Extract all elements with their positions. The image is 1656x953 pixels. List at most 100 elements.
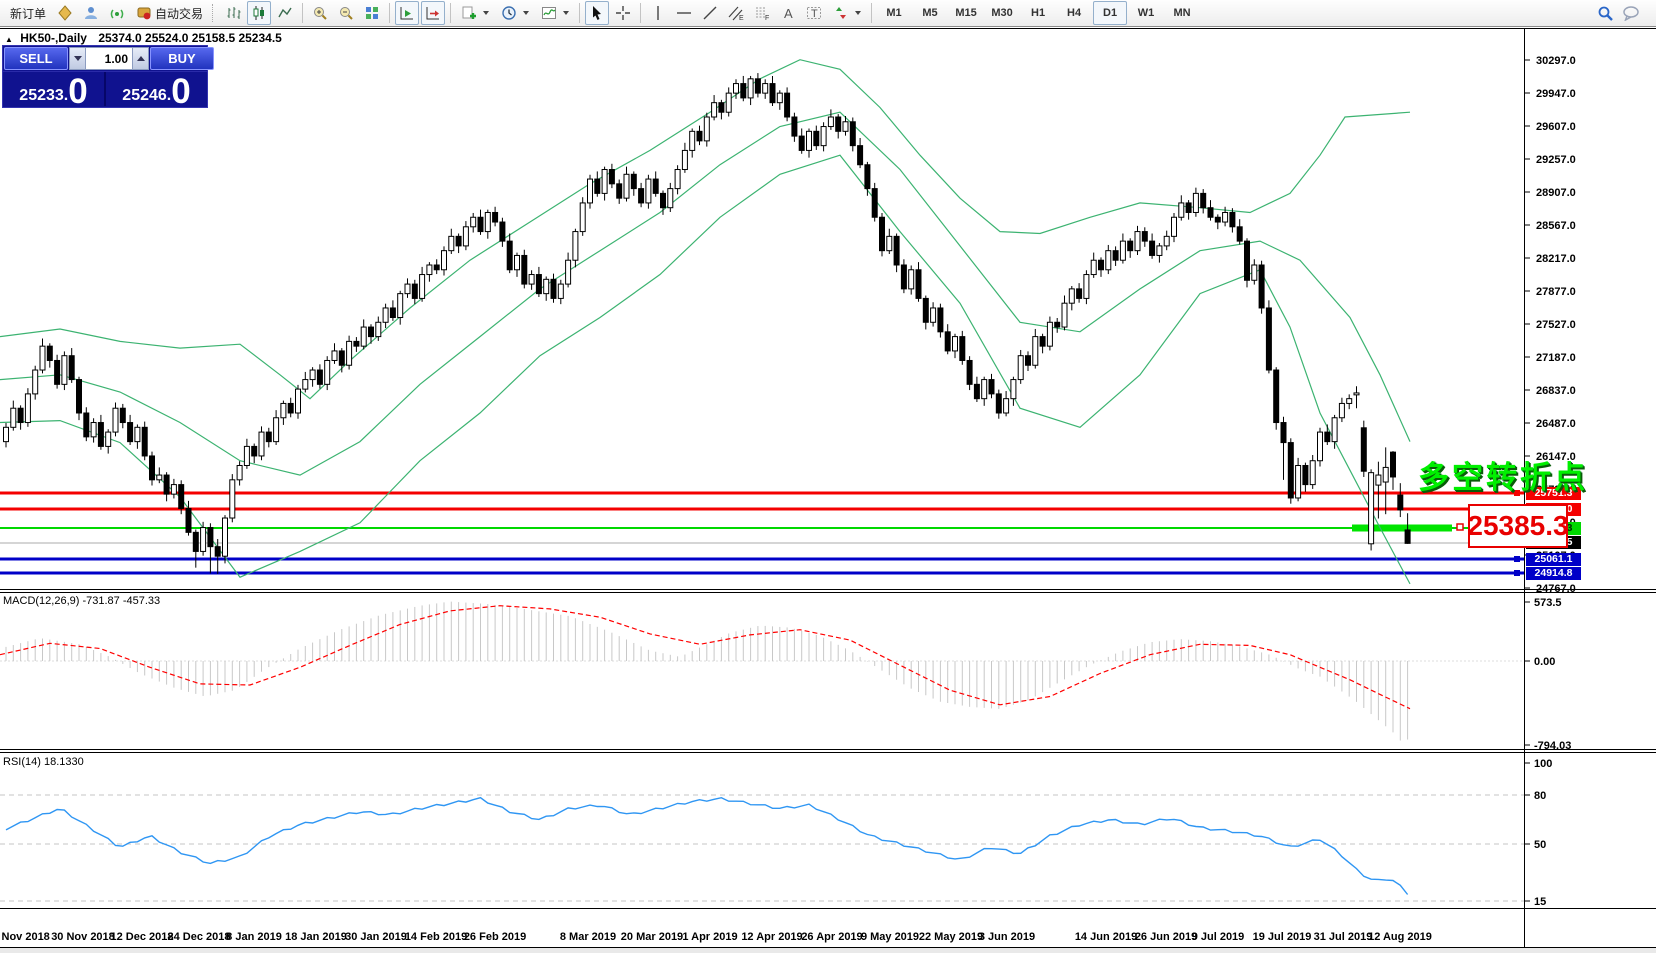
svg-text:30297.0: 30297.0 <box>1536 55 1576 67</box>
svg-text:26487.0: 26487.0 <box>1536 418 1576 430</box>
auto-scroll-button[interactable] <box>395 1 420 25</box>
svg-text:27187.0: 27187.0 <box>1536 352 1576 364</box>
toolbar-separator <box>579 3 581 23</box>
timeframe-h1-button[interactable]: H1 <box>1031 7 1046 19</box>
horizontal-line-button[interactable] <box>672 1 696 25</box>
one-click-trading-panel: SELL BUY 25233.0 25246.0 <box>2 45 214 111</box>
svg-text:100: 100 <box>1534 758 1552 770</box>
candle-chart-button[interactable] <box>247 1 272 25</box>
volume-decrease-button[interactable] <box>69 47 86 70</box>
virtual-hosting-icon[interactable] <box>79 1 103 25</box>
timeframe-m30-button[interactable]: M30 <box>991 7 1013 19</box>
timeframe-mn-button[interactable]: MN <box>1173 7 1191 19</box>
svg-text:3 Jun 2019: 3 Jun 2019 <box>979 931 1035 943</box>
svg-text:28567.0: 28567.0 <box>1536 220 1576 232</box>
price-badge: 24914.8 <box>1526 566 1581 580</box>
timeframe-m15-button[interactable]: M15 <box>955 7 977 19</box>
rsi-indicator-label: RSI(14) 18.1330 <box>3 756 84 768</box>
chart-shift-button[interactable] <box>421 1 446 25</box>
text-label-button[interactable]: T <box>802 1 826 25</box>
svg-text:24767.0: 24767.0 <box>1536 583 1576 595</box>
svg-text:E: E <box>739 15 744 21</box>
svg-text:12 Apr 2019: 12 Apr 2019 <box>741 931 802 943</box>
timeframe-m1-button[interactable]: M1 <box>886 7 902 19</box>
templates-button[interactable] <box>536 1 574 25</box>
cursor-button[interactable] <box>585 1 610 25</box>
svg-text:8 Mar 2019: 8 Mar 2019 <box>560 931 616 943</box>
svg-text:0.00: 0.00 <box>1534 656 1555 668</box>
dropdown-caret-icon <box>523 11 530 15</box>
buy-price[interactable]: 25246. 0 <box>106 72 207 111</box>
chat-icon[interactable] <box>1619 1 1643 25</box>
svg-text:29607.0: 29607.0 <box>1536 121 1576 133</box>
bar-chart-button[interactable] <box>221 1 245 25</box>
svg-text:29257.0: 29257.0 <box>1536 154 1576 166</box>
svg-text:22 May 2019: 22 May 2019 <box>919 931 983 943</box>
arrow-down-icon <box>73 56 82 61</box>
svg-text:24 Dec 2018: 24 Dec 2018 <box>168 931 231 943</box>
svg-text:F: F <box>765 15 769 21</box>
buy-price-pips: 0 <box>171 72 191 111</box>
level-price-callout[interactable]: 25385.3 <box>1467 504 1569 548</box>
svg-text:T: T <box>811 8 818 20</box>
zoom-out-button[interactable] <box>334 1 358 25</box>
svg-text:29947.0: 29947.0 <box>1536 88 1576 100</box>
svg-text:27527.0: 27527.0 <box>1536 319 1576 331</box>
new-order-button[interactable]: 新订单 <box>5 1 51 25</box>
svg-text:26 Feb 2019: 26 Feb 2019 <box>464 931 526 943</box>
text-button[interactable]: A <box>776 1 800 25</box>
svg-text:31 Jul 2019: 31 Jul 2019 <box>1314 931 1373 943</box>
svg-text:12 Aug 2019: 12 Aug 2019 <box>1368 931 1432 943</box>
volume-input[interactable] <box>86 47 132 70</box>
arrows-button[interactable] <box>828 1 866 25</box>
mql-community-icon[interactable] <box>53 1 77 25</box>
svg-text:20 Mar 2019: 20 Mar 2019 <box>621 931 683 943</box>
vertical-line-button[interactable] <box>646 1 670 25</box>
svg-text:26 Jun 2019: 26 Jun 2019 <box>1135 931 1197 943</box>
svg-text:19 Jul 2019: 19 Jul 2019 <box>1253 931 1312 943</box>
add-indicator-button[interactable] <box>456 1 494 25</box>
sell-button[interactable]: SELL <box>4 47 68 70</box>
periods-button[interactable] <box>496 1 534 25</box>
equidistant-channel-button[interactable]: E <box>724 1 748 25</box>
search-icon[interactable] <box>1593 1 1617 25</box>
price-badge: 25061.1 <box>1526 552 1581 566</box>
sell-price-main: 25233. <box>19 87 69 104</box>
buy-price-main: 25246. <box>122 87 172 104</box>
svg-text:80: 80 <box>1534 790 1546 802</box>
toolbar-separator <box>389 3 391 23</box>
crosshair-button[interactable] <box>611 1 635 25</box>
trendline-button[interactable] <box>698 1 722 25</box>
svg-text:9 May 2019: 9 May 2019 <box>861 931 919 943</box>
timeframe-h4-button[interactable]: H4 <box>1067 7 1082 19</box>
buy-button[interactable]: BUY <box>150 47 214 70</box>
fibonacci-button[interactable]: F <box>750 1 774 25</box>
svg-text:8 Jan 2019: 8 Jan 2019 <box>226 931 282 943</box>
toolbar: 新订单 自动交易 <box>0 0 1656 27</box>
svg-text:28907.0: 28907.0 <box>1536 187 1576 199</box>
signals-icon[interactable] <box>105 1 129 25</box>
volume-increase-button[interactable] <box>132 47 149 70</box>
svg-text:30 Nov 2018: 30 Nov 2018 <box>51 931 115 943</box>
timeframe-w1-button[interactable]: W1 <box>1137 7 1155 19</box>
svg-text:26 Apr 2019: 26 Apr 2019 <box>801 931 862 943</box>
zoom-in-button[interactable] <box>308 1 332 25</box>
line-chart-button[interactable] <box>273 1 297 25</box>
volume-stepper <box>69 47 149 70</box>
new-order-label: 新订单 <box>10 6 47 21</box>
ohlc-values: 25374.0 25524.0 25158.5 25234.5 <box>98 31 282 45</box>
auto-trading-button[interactable]: 自动交易 <box>131 1 208 25</box>
svg-text:573.5: 573.5 <box>1534 597 1562 609</box>
tile-windows-button[interactable] <box>360 1 384 25</box>
turning-point-annotation[interactable]: 多空转折点 <box>1418 460 1588 495</box>
svg-text:9 Jul 2019: 9 Jul 2019 <box>1192 931 1245 943</box>
collapse-triangle-icon[interactable]: ▲ <box>5 35 13 44</box>
sell-price[interactable]: 25233. 0 <box>3 72 106 109</box>
svg-text:14 Feb 2019: 14 Feb 2019 <box>405 931 467 943</box>
svg-text:-794.03: -794.03 <box>1534 740 1571 752</box>
dropdown-caret-icon <box>563 11 570 15</box>
timeframe-m5-button[interactable]: M5 <box>922 7 938 19</box>
timeframe-d1-button[interactable]: D1 <box>1093 1 1128 25</box>
